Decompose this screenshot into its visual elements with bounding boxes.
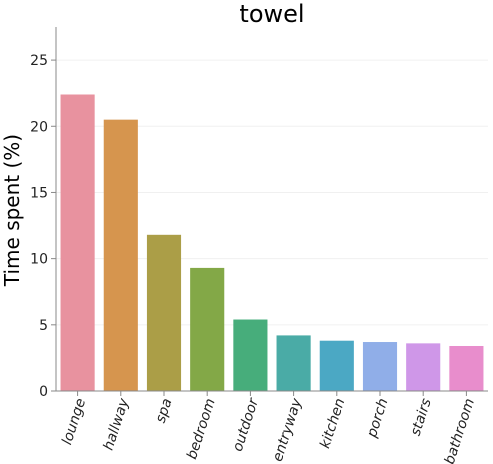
bar-porch [362, 342, 398, 391]
x-tick-label-spa: spa [153, 397, 176, 425]
x-tick-label-porch: porch [364, 397, 392, 441]
x-ticks: lounge hallway spa bedroom outdoor entryway ki… [59, 391, 478, 464]
x-tick-label-lounge: lounge [59, 397, 89, 447]
bar-spa [146, 234, 182, 391]
bar-entryway [276, 335, 311, 391]
x-tick-label-stairs: stairs [408, 397, 435, 438]
bar-outdoor [233, 319, 268, 391]
bars [60, 94, 484, 392]
x-tick-label-kitchen: kitchen [317, 397, 348, 451]
x-tick-label-bedroom: bedroom [184, 397, 219, 462]
chart-title: towel [239, 0, 304, 28]
bar-hallway [103, 119, 138, 392]
y-ticks: 0 5 10 15 20 25 [30, 53, 56, 400]
y-tick-label: 5 [39, 318, 48, 334]
x-tick-label-outdoor: outdoor [230, 395, 263, 453]
bar-bedroom [190, 267, 225, 391]
x-tick-label-entryway: entryway [270, 396, 306, 464]
y-tick-label: 20 [30, 119, 48, 135]
x-tick-label-hallway: hallway [101, 396, 133, 453]
bar-bathroom [449, 345, 484, 391]
y-tick-label: 25 [30, 53, 48, 69]
y-tick-label: 0 [39, 384, 48, 400]
bar-stairs [406, 343, 441, 391]
x-tick-label-bathroom: bathroom [442, 397, 478, 464]
y-axis-label: Time spent (%) [0, 134, 24, 287]
y-tick-label: 10 [30, 252, 48, 268]
bar-lounge [60, 94, 95, 391]
bar-kitchen [319, 340, 354, 391]
y-tick-label: 15 [30, 185, 48, 201]
